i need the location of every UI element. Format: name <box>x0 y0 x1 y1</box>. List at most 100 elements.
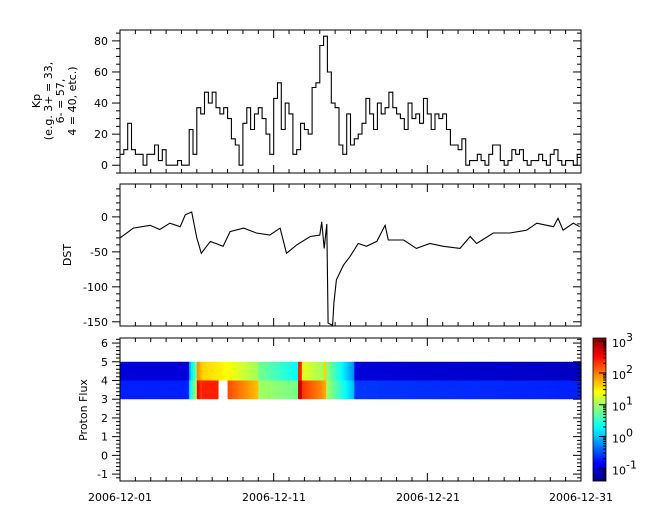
colorbar-cell <box>593 448 606 450</box>
flux-cell <box>536 361 540 381</box>
dst-y-axis-label: DST <box>61 244 74 266</box>
flux-cell <box>482 380 486 400</box>
flux-cell <box>492 361 496 381</box>
flux-cell <box>446 361 450 381</box>
colorbar-cell <box>593 397 606 399</box>
colorbar-cell <box>593 342 606 344</box>
flux-cell <box>522 361 526 381</box>
flux-cell <box>243 380 247 400</box>
flux-cell <box>366 361 369 381</box>
flux-cell <box>280 380 283 400</box>
flux-cell <box>560 361 564 381</box>
flux-cell <box>366 380 369 400</box>
flux-cell <box>370 380 373 400</box>
colorbar-cell <box>593 398 606 400</box>
flux-cell <box>282 380 285 400</box>
flux-cell <box>480 361 484 381</box>
flux-cell <box>520 361 524 381</box>
flux-cell <box>556 380 560 400</box>
colorbar-tick-label: 101 <box>612 395 633 414</box>
flux-cell <box>542 380 546 400</box>
flux-cell <box>404 380 408 400</box>
panel-frame <box>119 337 582 482</box>
flux-cell <box>127 380 131 400</box>
flux-cell <box>145 380 149 400</box>
colorbar-cell <box>593 385 606 387</box>
flux-cell <box>161 380 165 400</box>
flux-cell <box>374 361 378 381</box>
flux-cell <box>488 380 492 400</box>
flux-cell <box>468 361 472 381</box>
colorbar-cell <box>593 354 606 356</box>
flux-cell <box>303 361 307 381</box>
flux-cell <box>225 361 229 381</box>
flux-cell <box>288 380 291 400</box>
colorbar-cell <box>593 371 606 373</box>
flux-cell <box>554 380 558 400</box>
flux-cell <box>372 361 375 381</box>
colorbar-cell <box>593 339 606 341</box>
flux-cell <box>215 361 219 381</box>
flux-cell <box>200 380 203 400</box>
flux-cell <box>301 361 305 381</box>
flux-cell <box>408 380 412 400</box>
colorbar-cell <box>593 430 606 432</box>
colorbar-cell <box>593 379 606 381</box>
flux-cell <box>412 380 416 400</box>
flux-cell <box>536 380 540 400</box>
flux-cell <box>334 361 337 381</box>
dst-series-line <box>119 211 580 327</box>
flux-cell <box>323 361 327 381</box>
kp-series-line <box>120 35 581 166</box>
flux-cell <box>292 380 295 400</box>
flux-cell <box>518 361 522 381</box>
colorbar-cell <box>593 431 606 433</box>
flux-cell <box>192 380 196 400</box>
flux-cell <box>504 380 508 400</box>
flux-cell <box>562 361 566 381</box>
flux-cell <box>512 380 516 400</box>
flux-cell <box>392 361 396 381</box>
flux-cell <box>264 380 267 400</box>
colorbar-cell <box>593 376 606 378</box>
colorbar-tick-label: 102 <box>612 363 633 382</box>
colorbar-cell <box>593 377 606 379</box>
y-tick-label: 1 <box>101 431 108 444</box>
flux-cell <box>248 361 251 381</box>
flux-cell <box>338 380 341 400</box>
colorbar-cell <box>593 405 606 407</box>
flux-cell <box>390 380 394 400</box>
flux-cell <box>282 361 285 381</box>
colorbar-cell <box>593 465 606 467</box>
flux-cell <box>147 361 151 381</box>
flux-cell <box>340 361 343 381</box>
y-tick-label: -150 <box>83 316 108 329</box>
colorbar-cell <box>593 454 606 456</box>
flux-cell <box>500 380 504 400</box>
colorbar-cell <box>593 464 606 466</box>
flux-cell <box>564 380 568 400</box>
flux-cell <box>480 380 484 400</box>
colorbar-cell <box>593 444 606 446</box>
flux-cell <box>356 380 359 400</box>
flux-cell <box>572 380 576 400</box>
flux-cell <box>422 380 426 400</box>
colorbar-cell <box>593 442 606 444</box>
flux-cell <box>524 380 528 400</box>
flux-cell <box>504 361 508 381</box>
flux-cell <box>135 380 139 400</box>
flux-cell <box>434 361 438 381</box>
flux-cell <box>344 361 347 381</box>
flux-cell <box>492 380 496 400</box>
flux-cell <box>227 380 231 400</box>
flux-cell <box>149 380 153 400</box>
flux-cell <box>243 361 247 381</box>
flux-cell <box>546 380 550 400</box>
colorbar-cell <box>593 388 606 390</box>
colorbar-cell <box>593 349 606 351</box>
colorbar-cell <box>593 348 606 350</box>
flux-cell <box>157 361 161 381</box>
flux-cell <box>191 361 194 381</box>
flux-cell <box>185 361 188 381</box>
flux-cell <box>452 361 456 381</box>
